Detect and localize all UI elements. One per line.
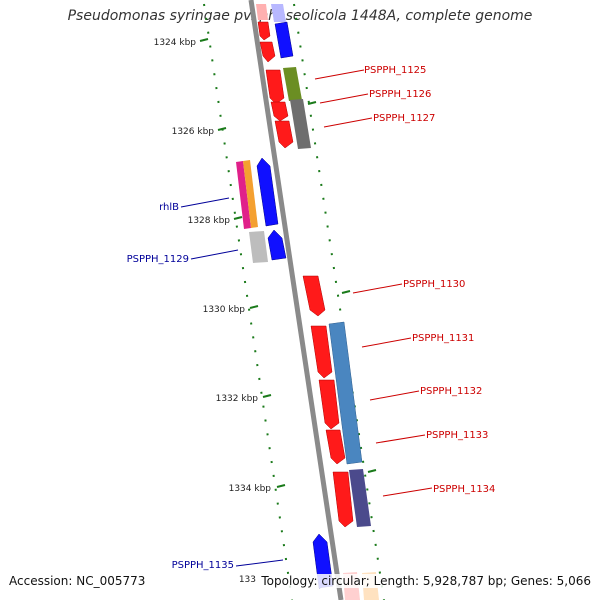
cog-band-orange	[243, 160, 258, 228]
gene-label-pspph-1131[interactable]: PSPPH_1131	[412, 333, 474, 344]
cog-bands	[236, 67, 379, 600]
gene-reverse[interactable]	[267, 229, 287, 261]
gene-forward[interactable]	[256, 4, 268, 20]
gene-forward[interactable]	[302, 275, 326, 317]
right-gene-labels: PSPPH_1125 PSPPH_1126 PSPPH_1127 PSPPH_1…	[364, 65, 495, 495]
tick-label-1334: 1334 kbp	[229, 484, 272, 494]
gene-label-pspph-1135[interactable]: PSPPH_1135	[172, 560, 234, 571]
left-leader-lines	[180, 197, 284, 567]
tick-label-1328: 1328 kbp	[188, 216, 231, 226]
gene-label-pspph-1125[interactable]: PSPPH_1125	[364, 65, 426, 76]
map-title: Pseudomonas syringae pv. phaseolicola 14…	[67, 8, 533, 24]
gene-forward[interactable]	[274, 120, 294, 149]
gene-forward[interactable]	[325, 429, 346, 465]
left-gene-labels: rhlB PSPPH_1129 PSPPH_1135	[127, 202, 234, 571]
gene-forward[interactable]	[265, 69, 285, 105]
gene-label-pspph-1127[interactable]: PSPPH_1127	[373, 113, 435, 124]
tick-marks	[199, 38, 377, 488]
accession-info: Accession: NC_005773	[9, 574, 146, 588]
gene-reverse[interactable]	[274, 21, 294, 59]
cog-band-darkslate	[349, 469, 371, 527]
gene-forward[interactable]	[332, 471, 354, 528]
tick-label-1324: 1324 kbp	[154, 38, 197, 48]
genome-stats: Topology: circular; Length: 5,928,787 bp…	[261, 574, 591, 588]
genes-forward	[256, 4, 354, 528]
gene-forward[interactable]	[310, 325, 333, 379]
gene-forward[interactable]	[318, 379, 340, 430]
gene-label-pspph-1132[interactable]: PSPPH_1132	[420, 386, 482, 397]
gene-label-pspph-1133[interactable]: PSPPH_1133	[426, 430, 488, 441]
tick-label-1326: 1326 kbp	[172, 127, 215, 137]
gene-label-pspph-1134[interactable]: PSPPH_1134	[433, 484, 495, 495]
tick-label-1336-partial: 133	[239, 575, 256, 585]
gene-reverse[interactable]	[271, 4, 286, 22]
tick-label-1330: 1330 kbp	[203, 305, 246, 315]
tick-labels: 1324 kbp 1326 kbp 1328 kbp 1330 kbp 1332…	[154, 38, 272, 585]
gene-reverse[interactable]	[256, 157, 279, 227]
gene-forward[interactable]	[259, 41, 276, 63]
gene-label-pspph-1129[interactable]: PSPPH_1129	[127, 254, 189, 265]
cog-band-steelblue	[328, 321, 363, 465]
genome-backbone	[248, 0, 344, 600]
gene-label-rhlb[interactable]: rhlB	[159, 202, 179, 213]
cog-band-gray	[290, 99, 311, 149]
cog-band-magenta	[236, 161, 251, 229]
gene-forward[interactable]	[257, 21, 271, 41]
gene-forward[interactable]	[270, 101, 289, 122]
gene-label-pspph-1130[interactable]: PSPPH_1130	[403, 279, 465, 290]
cog-band-silver	[249, 231, 268, 263]
right-leader-lines	[314, 69, 433, 497]
tick-label-1332: 1332 kbp	[216, 394, 259, 404]
cog-band-olive	[283, 67, 302, 101]
gene-label-pspph-1126[interactable]: PSPPH_1126	[369, 89, 431, 100]
